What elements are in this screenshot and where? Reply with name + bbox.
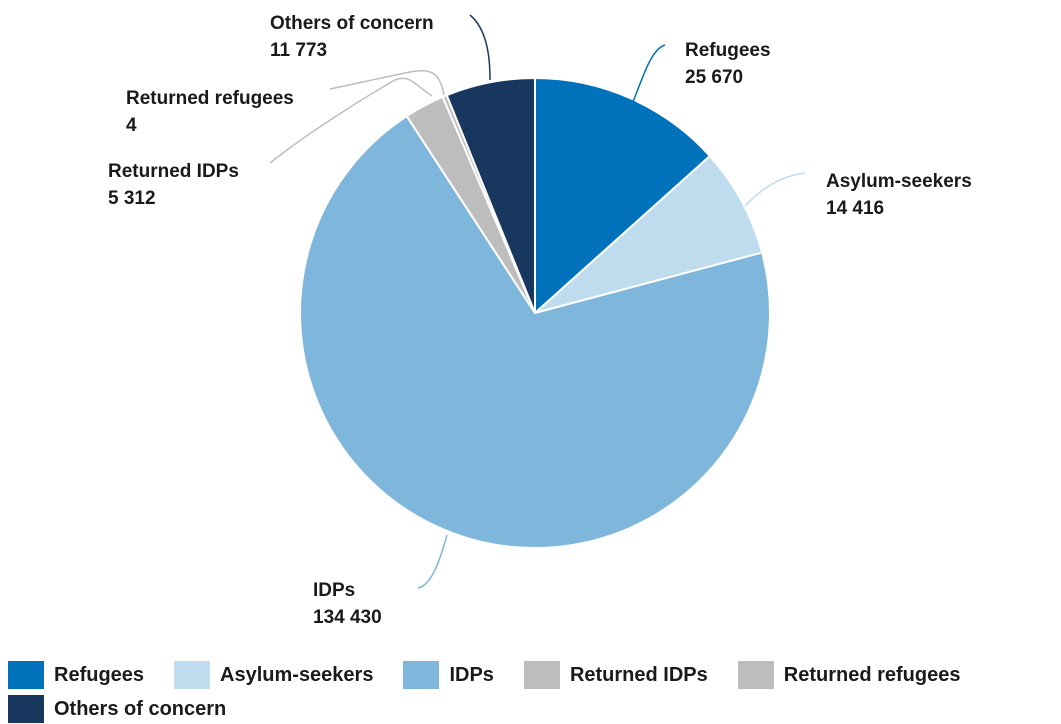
data-label-value-idps: 134 430 <box>313 607 382 628</box>
pie-slice-refugees <box>534 76 712 316</box>
leader-line-refugees <box>624 44 666 121</box>
leader-lines <box>269 14 806 589</box>
legend-item-returned-idps: Returned IDPs <box>523 660 708 690</box>
data-label-value-returned-refugees: 4 <box>126 115 137 136</box>
data-label-value-refugees: 25 670 <box>685 67 743 88</box>
pie-slice-others-of-concern <box>445 76 536 314</box>
leader-line-others-of-concern <box>469 14 491 81</box>
data-labels: Refugees 25 670 Asylum-seekers 14 416 IDPs 13… <box>108 13 972 628</box>
legend-item-idps: IDPs <box>403 660 494 690</box>
legend-label-asylum-seekers: Asylum-seekers <box>220 663 374 686</box>
data-label-value-others-of-concern: 11 773 <box>270 40 327 61</box>
legend: Refugees Asylum-seekers IDPs Returned IDPs R… <box>8 660 1061 724</box>
data-label-name-others-of-concern: Others of concern <box>270 13 434 34</box>
legend-swatch-asylum-seekers <box>174 661 211 689</box>
data-label-name-returned-idps: Returned IDPs <box>108 161 239 182</box>
pie-slice-idps <box>299 114 771 549</box>
pie-slices <box>299 76 771 549</box>
legend-swatch-refugees <box>8 661 44 689</box>
leader-line-returned-refugees <box>329 69 445 96</box>
legend-swatch-returned-idps <box>523 661 560 689</box>
leader-line-idps <box>417 534 448 589</box>
leader-line-returned-idps <box>269 77 433 164</box>
legend-item-asylum-seekers: Asylum-seekers <box>174 660 373 690</box>
legend-label-refugees: Refugees <box>54 663 145 686</box>
data-label-name-refugees: Refugees <box>685 40 771 61</box>
legend-item-returned-refugees: Returned refugees <box>737 660 961 690</box>
leader-line-asylum-seekers <box>744 172 806 207</box>
legend-label-idps: IDPs <box>449 663 494 686</box>
data-label-name-returned-refugees: Returned refugees <box>126 88 294 109</box>
legend-label-returned-idps: Returned IDPs <box>569 663 708 686</box>
legend-item-refugees: Refugees <box>8 660 144 690</box>
legend-swatch-idps <box>403 661 440 689</box>
data-label-value-returned-idps: 5 312 <box>108 188 156 209</box>
data-label-name-asylum-seekers: Asylum-seekers <box>826 171 972 192</box>
legend-label-others-of-concern: Others of concern <box>54 697 227 720</box>
legend-item-others-of-concern: Others of concern <box>8 694 226 724</box>
data-label-value-asylum-seekers: 14 416 <box>826 198 884 219</box>
pie-slice-asylum-seekers <box>534 154 764 314</box>
legend-label-returned-refugees: Returned refugees <box>783 663 961 686</box>
legend-swatch-others-of-concern <box>8 695 44 723</box>
data-label-name-idps: IDPs <box>313 580 355 601</box>
legend-swatch-returned-refugees <box>737 661 774 689</box>
